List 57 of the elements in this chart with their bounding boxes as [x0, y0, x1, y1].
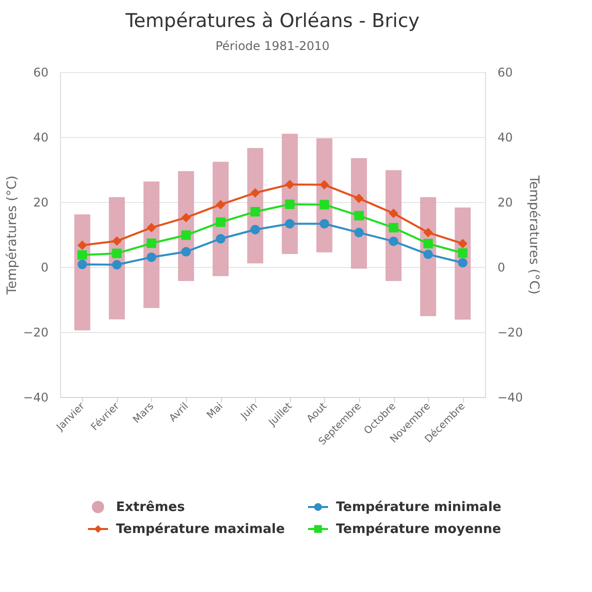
point: [78, 260, 88, 270]
point: [388, 222, 398, 232]
y-tick-label: −40: [23, 390, 48, 404]
point: [181, 246, 191, 256]
point: [112, 236, 122, 246]
point: [320, 200, 330, 210]
point: [388, 208, 398, 218]
point: [354, 210, 364, 220]
y-tick-label: −20: [23, 326, 48, 340]
point: [285, 219, 295, 229]
y-axis-title: Températures (°C): [5, 176, 20, 296]
y2-tick-label: −40: [498, 390, 523, 404]
point: [423, 238, 433, 248]
point: [216, 200, 226, 210]
y-tick-label: 40: [33, 130, 48, 144]
point: [320, 180, 330, 190]
point: [354, 228, 364, 238]
point: [423, 250, 433, 260]
y-tick-label: 0: [40, 260, 48, 274]
point: [181, 230, 191, 240]
legend-label: Température maximale: [116, 522, 285, 537]
y2-tick-label: 40: [498, 130, 513, 144]
point: [146, 252, 156, 262]
point: [216, 217, 226, 227]
legend-label: Température minimale: [336, 500, 502, 515]
point: [112, 248, 122, 258]
x-tick-label: Mai: [205, 400, 226, 422]
point: [285, 180, 295, 190]
point: [388, 236, 398, 246]
point: [78, 240, 88, 250]
point: [458, 238, 468, 248]
y-tick-label: 60: [33, 66, 48, 80]
y2-tick-label: 60: [498, 66, 513, 80]
legend-label: Extrêmes: [116, 500, 186, 515]
point: [285, 200, 295, 210]
y2-tick-label: 0: [498, 260, 506, 274]
point: [146, 222, 156, 232]
y2-axis-title: Températures (°C): [526, 174, 541, 294]
chart-title: Températures à Orléans - Bricy: [124, 10, 420, 32]
point: [112, 260, 122, 270]
legend-label: Température moyenne: [336, 522, 502, 537]
point: [250, 207, 260, 216]
chart-subtitle: Période 1981-2010: [215, 39, 330, 53]
point: [146, 238, 156, 248]
point: [423, 228, 433, 238]
point: [250, 188, 260, 198]
point: [458, 258, 468, 268]
point: [354, 194, 364, 204]
point: [216, 234, 226, 244]
y2-tick-label: −20: [498, 326, 523, 340]
point: [250, 224, 260, 234]
point: [458, 248, 468, 258]
y2-tick-label: 20: [498, 196, 513, 210]
point: [320, 219, 330, 229]
point: [78, 250, 88, 260]
y-tick-label: 20: [33, 196, 48, 210]
point: [181, 212, 191, 222]
